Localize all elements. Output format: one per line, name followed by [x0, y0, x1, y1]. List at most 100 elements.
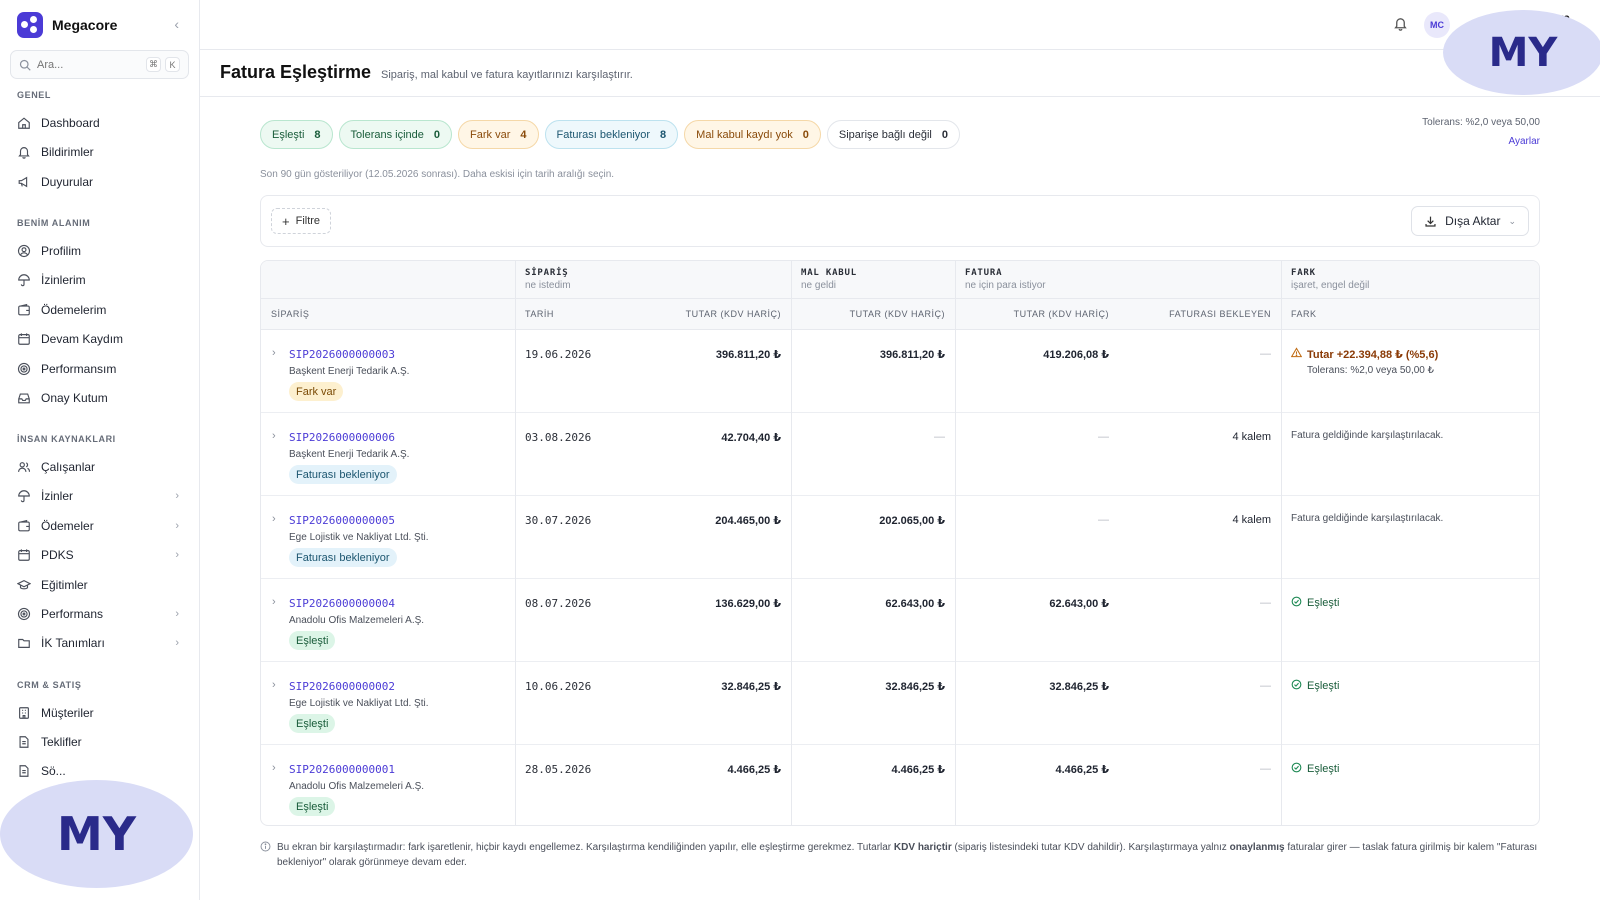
sidebar-item-label: Sö... [41, 764, 66, 778]
chevron-right-icon[interactable]: › [272, 679, 276, 691]
sidebar-item-label: Ödemelerim [41, 303, 107, 317]
sidebar-search[interactable]: ⌘ K [10, 50, 189, 79]
order-id-link[interactable]: SIP2026000000001 [289, 763, 395, 776]
status-filter-label: Siparişe bağlı değil [838, 128, 932, 141]
inbox-icon [17, 391, 31, 405]
sidebar-item[interactable]: İzinlerim [10, 266, 189, 294]
column-divider [515, 261, 516, 825]
status-filter-pill[interactable]: Mal kabul kaydı yok 0 [684, 120, 821, 149]
col-malkabul-tutar[interactable]: TUTAR (KDV HARİÇ) [791, 299, 955, 330]
bell-icon[interactable] [1393, 16, 1408, 34]
supplier-name: Başkent Enerji Tedarik A.Ş. [289, 366, 410, 377]
status-filter-pill[interactable]: Siparişe bağlı değil 0 [826, 120, 960, 149]
target-icon [17, 362, 31, 376]
status-badge: Eşleşti [289, 714, 336, 733]
chevron-right-icon: › [175, 637, 179, 649]
sidebar-item[interactable]: PDKS › [10, 541, 189, 569]
order-id-link[interactable]: SIP2026000000004 [289, 597, 395, 610]
sidebar-item[interactable]: Sö... [10, 757, 189, 785]
receipt-amount: 4.466,25 ₺ [891, 764, 945, 776]
status-filter-pill[interactable]: Fark var 4 [458, 120, 539, 149]
table-row[interactable]: › SIP2026000000001 Anadolu Ofis Malzemeler… [261, 745, 1539, 825]
sidebar-item[interactable]: Ödemeler › [10, 512, 189, 540]
shortcut-k-key: K [165, 57, 180, 72]
sidebar-item[interactable]: Onay Kutum [10, 384, 189, 412]
chevron-right-icon[interactable]: › [272, 762, 276, 774]
order-id-link[interactable]: SIP2026000000003 [289, 348, 395, 361]
sidebar-item[interactable]: Dashboard [10, 109, 189, 137]
col-tarih[interactable]: TARİH [515, 299, 635, 330]
table-row[interactable]: › SIP2026000000003 Başkent Enerji Tedarik … [261, 330, 1539, 413]
col-fatura-tutar[interactable]: TUTAR (KDV HARİÇ) [955, 299, 1119, 330]
sidebar-item[interactable]: Çalışanlar [10, 453, 189, 481]
chevron-right-icon[interactable]: › [272, 347, 276, 359]
table-row[interactable]: › SIP2026000000005 Ege Lojistik ve Nakliya… [261, 496, 1539, 579]
sidebar-item[interactable]: Performansım [10, 355, 189, 383]
invoice-amount: 32.846,25 ₺ [1049, 681, 1109, 693]
sidebar-item[interactable]: Devam Kaydım [10, 325, 189, 353]
sidebar-item[interactable]: Eğitimler [10, 571, 189, 599]
search-input[interactable] [37, 58, 137, 71]
col-siparis[interactable]: SİPARİŞ [261, 299, 515, 330]
col-siparis-tutar[interactable]: TUTAR (KDV HARİÇ) [635, 299, 791, 330]
sidebar-item-label: Müşteriler [41, 706, 94, 720]
column-divider [955, 261, 956, 825]
table-row[interactable]: › SIP2026000000002 Ege Lojistik ve Nakliya… [261, 662, 1539, 745]
col-faturasi-bekleyen[interactable]: FATURASI BEKLEYEN [1119, 299, 1281, 330]
settings-link[interactable]: Ayarlar [1508, 136, 1541, 147]
target-icon [17, 607, 31, 621]
sidebar-item[interactable]: Müşteriler [10, 699, 189, 727]
order-date: 28.05.2026 [525, 763, 592, 776]
status-filter-pill[interactable]: Tolerans içinde 0 [338, 120, 453, 149]
export-button[interactable]: Dışa Aktar ⌄ [1411, 206, 1529, 236]
order-id-link[interactable]: SIP2026000000006 [289, 431, 395, 444]
table-row[interactable]: › SIP2026000000006 Başkent Enerji Tedarik … [261, 413, 1539, 496]
order-amount: 136.629,00 ₺ [715, 598, 781, 610]
group-fark-sub: işaret, engel değil [1291, 280, 1370, 291]
difference-text: Eşleşti [1307, 597, 1340, 609]
sidebar-item[interactable]: Ödemelerim [10, 296, 189, 324]
invoice-amount: 62.643,00 ₺ [1049, 598, 1109, 610]
brand[interactable]: Megacore ‹ [17, 12, 187, 38]
pending-invoice-count: — [1260, 348, 1271, 360]
chevron-right-icon[interactable]: › [272, 513, 276, 525]
sidebar-item[interactable]: İzinler › [10, 482, 189, 510]
chevron-right-icon[interactable]: › [272, 596, 276, 608]
status-filter-pill[interactable]: Eşleşti 8 [260, 120, 333, 149]
sidebar-item[interactable]: Performans › [10, 600, 189, 628]
order-id-link[interactable]: SIP2026000000002 [289, 680, 395, 693]
group-header-fark: FARK işaret, engel değil [1281, 261, 1539, 299]
sidebar-item[interactable]: Bildirimler [10, 138, 189, 166]
order-id-link[interactable]: SIP2026000000005 [289, 514, 395, 527]
sidebar-item[interactable]: Duyurular [10, 168, 189, 196]
sidebar-item-label: Performans [41, 607, 104, 621]
sidebar-section-title: BENİM ALANIM [17, 218, 91, 228]
avatar[interactable]: MC [1424, 12, 1450, 38]
status-filter-label: Faturası bekleniyor [556, 128, 651, 141]
chevron-right-icon[interactable]: › [272, 430, 276, 442]
col-fark[interactable]: FARK [1281, 299, 1539, 330]
receipt-amount: — [934, 431, 945, 443]
table-row[interactable]: › SIP2026000000004 Anadolu Ofis Malzemeler… [261, 579, 1539, 662]
brand-name: Megacore [52, 17, 118, 33]
add-filter-button[interactable]: + Filtre [271, 208, 332, 234]
collapse-sidebar-icon[interactable]: ‹ [174, 16, 179, 32]
status-filter-count: 8 [314, 128, 321, 141]
wallet-icon [17, 519, 31, 533]
status-filter-label: Mal kabul kaydı yok [696, 128, 793, 141]
table-toolbar: + Filtre Dışa Aktar ⌄ [260, 195, 1540, 247]
check-circle-icon [1291, 679, 1302, 693]
supplier-name: Başkent Enerji Tedarik A.Ş. [289, 449, 410, 460]
document-icon [17, 764, 31, 778]
sidebar-item-label: Çalışanlar [41, 460, 96, 474]
sidebar-item-label: Profilim [41, 244, 82, 258]
status-filter-pill[interactable]: Faturası bekleniyor 8 [544, 120, 679, 149]
order-date: 08.07.2026 [525, 597, 592, 610]
difference-note: Fatura geldiğinde karşılaştırılacak. [1291, 513, 1444, 524]
status-filter-pills: Eşleşti 8 Tolerans içinde 0 Fark var 4 Faturas… [260, 120, 960, 149]
sidebar-item[interactable]: Profilim [10, 237, 189, 265]
chevron-down-icon: ⌄ [1508, 215, 1516, 226]
sidebar-item[interactable]: İK Tanımları › [10, 629, 189, 657]
sidebar-item[interactable]: Teklifler [10, 728, 189, 756]
difference-matched: Eşleşti [1291, 596, 1339, 610]
